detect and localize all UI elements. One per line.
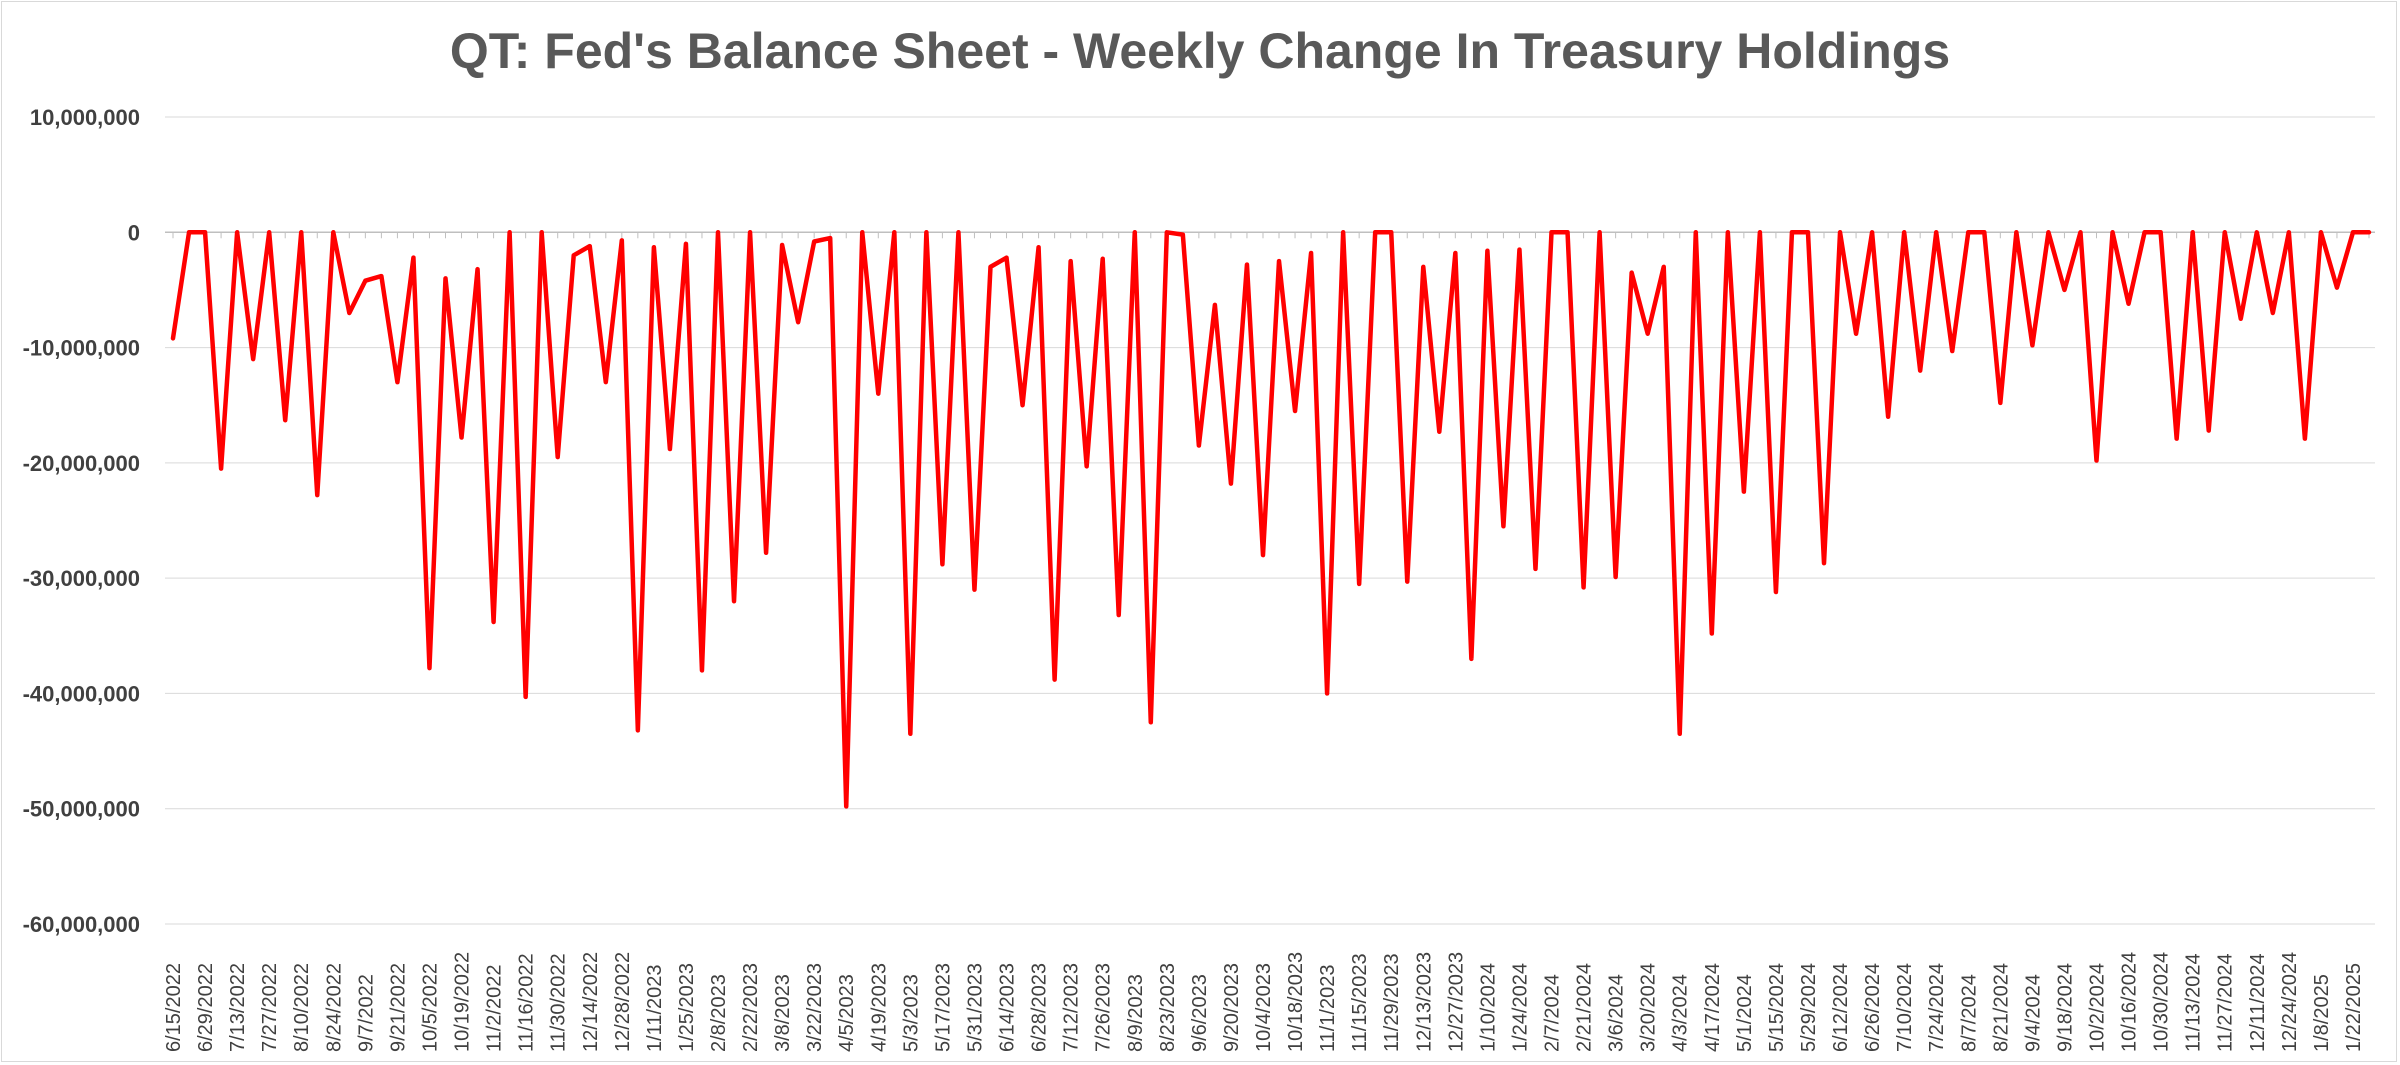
x-tick-label: 4/3/2024 <box>1670 974 1692 1052</box>
x-tick-label: 9/18/2024 <box>2054 963 2076 1052</box>
x-tick-label: 11/1/2023 <box>1317 965 1339 1053</box>
x-tick-label: 9/6/2023 <box>1189 974 1211 1052</box>
y-tick-label: -60,000,000 <box>23 912 140 937</box>
x-tick-label: 10/2/2024 <box>2087 963 2109 1052</box>
x-tick-label: 7/24/2024 <box>1926 963 1948 1052</box>
x-tick-label: 11/27/2024 <box>2215 953 2237 1052</box>
x-tick-label: 2/21/2024 <box>1574 963 1596 1052</box>
x-tick-label: 9/4/2024 <box>2022 974 2044 1052</box>
x-tick-label: 1/10/2024 <box>1477 963 1499 1052</box>
x-tick-label: 10/19/2022 <box>452 952 474 1052</box>
chart-title: QT: Fed's Balance Sheet - Weekly Change … <box>449 23 1951 79</box>
x-tick-label: 2/22/2023 <box>740 963 762 1052</box>
x-tick-label: 5/31/2023 <box>964 963 986 1052</box>
x-tick-label: 4/19/2023 <box>868 963 890 1052</box>
x-tick-label: 7/10/2024 <box>1894 963 1916 1052</box>
x-tick-label: 5/3/2023 <box>900 974 922 1052</box>
x-tick-label: 10/16/2024 <box>2119 952 2141 1052</box>
y-tick-label: -30,000,000 <box>23 566 140 591</box>
x-tick-label: 10/4/2023 <box>1253 963 1275 1052</box>
x-tick-label: 4/5/2023 <box>836 974 858 1052</box>
x-tick-label: 3/8/2023 <box>772 974 794 1052</box>
x-tick-label: 11/2/2022 <box>484 965 506 1053</box>
series-line <box>170 230 2372 809</box>
x-tick-label: 11/30/2022 <box>548 953 570 1052</box>
x-tick-label: 11/15/2023 <box>1349 953 1371 1052</box>
x-tick-label: 8/23/2023 <box>1157 963 1179 1052</box>
x-tick-label: 6/28/2023 <box>1029 963 1051 1052</box>
x-tick-label: 5/15/2024 <box>1766 963 1788 1052</box>
x-tick-label: 11/16/2022 <box>516 953 538 1052</box>
x-tick-label: 6/26/2024 <box>1862 963 1884 1052</box>
x-tick-label: 7/27/2022 <box>259 963 281 1052</box>
x-tick-label: 11/29/2023 <box>1381 953 1403 1052</box>
y-tick-label: 10,000,000 <box>30 105 140 130</box>
x-tick-label: 11/13/2024 <box>2183 953 2205 1052</box>
y-tick-label: -40,000,000 <box>23 681 140 706</box>
x-tick-label: 10/30/2024 <box>2151 952 2173 1052</box>
x-tick-label: 7/26/2023 <box>1093 963 1115 1052</box>
x-tick-label: 1/25/2023 <box>676 963 698 1052</box>
x-tick-label: 12/24/2024 <box>2279 952 2301 1052</box>
x-tick-label: 6/15/2022 <box>163 963 185 1052</box>
x-tick-label: 12/11/2024 <box>2247 953 2269 1052</box>
x-tick-label: 1/22/2025 <box>2343 963 2365 1052</box>
x-tick-label: 4/17/2024 <box>1702 963 1724 1052</box>
x-tick-label: 5/17/2023 <box>932 963 954 1052</box>
x-tick-label: 5/1/2024 <box>1734 974 1756 1052</box>
x-tick-label: 7/12/2023 <box>1061 963 1083 1052</box>
x-tick-label: 12/27/2023 <box>1445 952 1467 1052</box>
x-tick-label: 10/5/2022 <box>419 963 441 1052</box>
x-tick-label: 3/6/2024 <box>1606 974 1628 1052</box>
x-tick-label: 8/7/2024 <box>1958 974 1980 1052</box>
x-tick-label: 3/20/2024 <box>1638 963 1660 1052</box>
x-tick-label: 10/18/2023 <box>1285 952 1307 1052</box>
x-tick-label: 6/29/2022 <box>195 963 217 1052</box>
x-tick-label: 1/24/2024 <box>1509 963 1531 1052</box>
x-tick-label: 12/28/2022 <box>612 952 634 1052</box>
x-tick-label: 2/8/2023 <box>708 974 730 1052</box>
x-tick-label: 9/21/2022 <box>387 963 409 1052</box>
x-tick-label: 8/24/2022 <box>323 963 345 1052</box>
x-tick-label: 9/20/2023 <box>1221 963 1243 1052</box>
x-tick-label: 2/7/2024 <box>1542 974 1564 1052</box>
x-tick-label: 6/12/2024 <box>1830 963 1852 1052</box>
x-tick-label: 12/13/2023 <box>1413 952 1435 1052</box>
y-tick-label: -20,000,000 <box>23 451 140 476</box>
y-tick-label: -50,000,000 <box>23 797 140 822</box>
x-tick-label: 5/29/2024 <box>1798 963 1820 1052</box>
x-tick-label: 3/22/2023 <box>804 963 826 1052</box>
x-tick-label: 8/10/2022 <box>291 963 313 1052</box>
y-tick-label: -10,000,000 <box>23 336 140 361</box>
x-tick-label: 7/13/2022 <box>227 963 249 1052</box>
x-tick-label: 6/14/2023 <box>997 963 1019 1052</box>
x-tick-label: 9/7/2022 <box>355 974 377 1052</box>
x-tick-label: 8/9/2023 <box>1125 974 1147 1052</box>
x-tick-label: 1/11/2023 <box>644 965 666 1053</box>
x-tick-label: 1/8/2025 <box>2311 974 2333 1052</box>
y-tick-label: 0 <box>128 220 140 245</box>
x-tick-label: 12/14/2022 <box>580 952 602 1052</box>
x-tick-label: 8/21/2024 <box>1990 963 2012 1052</box>
